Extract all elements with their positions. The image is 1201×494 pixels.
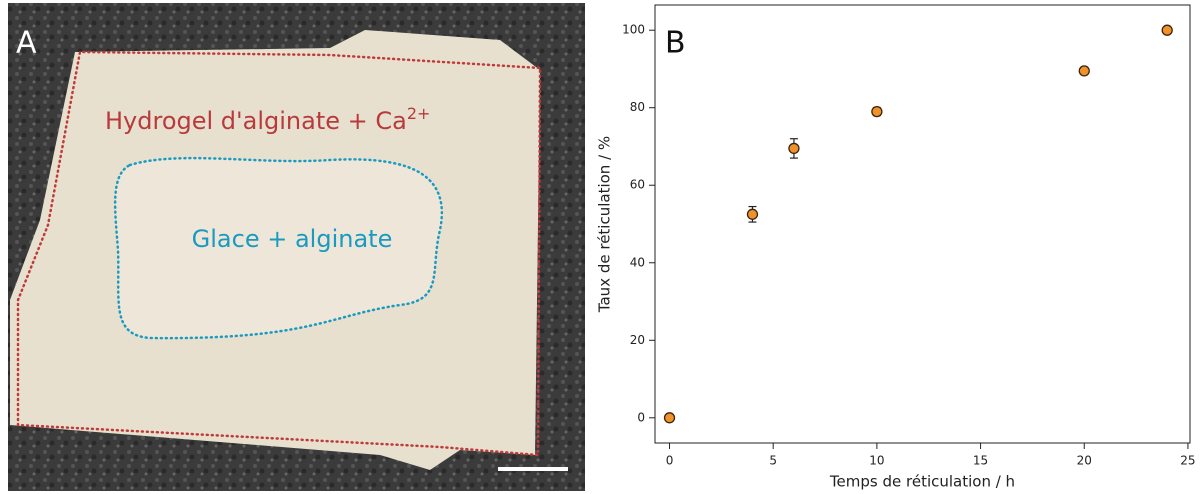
- point: [871, 105, 883, 118]
- hydrogel-label-main: Hydrogel d'alginate + Ca: [105, 107, 407, 135]
- point: [1078, 65, 1090, 77]
- x-tick-label: 20: [1077, 454, 1092, 468]
- y-axis-label: Taux de réticulation / %: [596, 136, 614, 313]
- x-tick-label: 5: [769, 454, 777, 468]
- hydrogel-outline: [16, 50, 542, 457]
- panel-b: B 0 5 10 15 20 25 0 20 40 60 80 100 Temps de réticul…: [596, 4, 1196, 491]
- y-tick-label: 100: [622, 23, 645, 37]
- y-tick-label: 20: [630, 333, 645, 347]
- panel-a: A Hydrogel d'alginate + Ca2+ Glace + alg…: [8, 3, 585, 491]
- hydrogel-label: Hydrogel d'alginate + Ca2+: [105, 104, 430, 136]
- y-tick-label: 80: [630, 100, 645, 114]
- point: [1161, 24, 1173, 36]
- x-tick-label: 15: [973, 454, 988, 468]
- panel-label: A: [16, 26, 37, 61]
- panel-label: B: [665, 26, 686, 61]
- point: [663, 412, 676, 424]
- y-tick-label: 0: [637, 410, 645, 424]
- x-axis-label: Temps de réticulation / h: [829, 473, 1015, 491]
- y-tick-label: 40: [630, 255, 645, 269]
- x-tick-label: 10: [869, 454, 884, 468]
- hydrogel-label-superscript: 2+: [407, 104, 431, 123]
- point: [788, 142, 800, 155]
- x-tick-label: 25: [1180, 454, 1195, 468]
- ice-label: Glace + alginate: [192, 225, 393, 253]
- point: [746, 208, 759, 220]
- plot-frame: [654, 4, 1191, 444]
- ice-outline: [113, 156, 444, 340]
- x-tick-label: 0: [666, 454, 674, 468]
- y-tick-label: 60: [630, 178, 645, 192]
